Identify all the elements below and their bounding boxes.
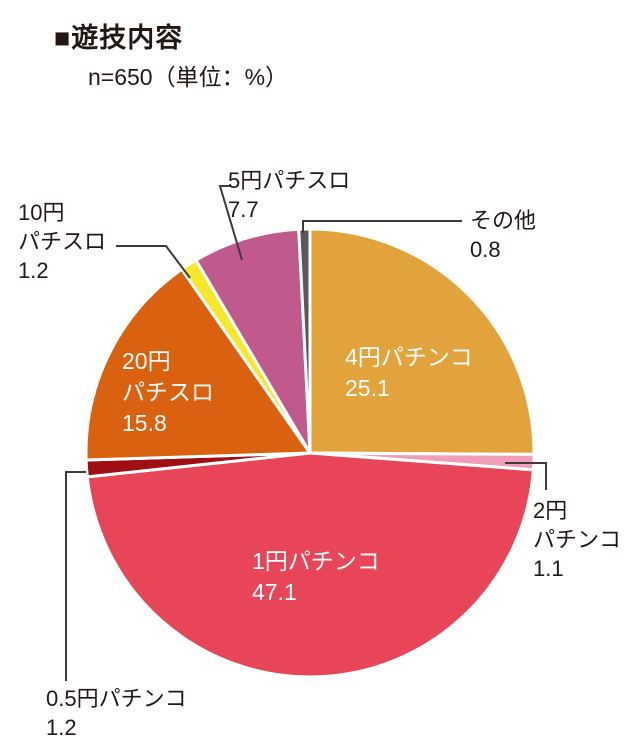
label-10yen-pachislo-name-line2: パチスロ	[18, 229, 107, 254]
label-20yen-pachislo-value: 15.8	[122, 410, 167, 436]
label-4yen-pachinko: 4円パチンコ 25.1	[345, 342, 473, 404]
leader-line-2yen-pachinko	[505, 462, 547, 490]
label-5yen-pachislo: 5円パチスロ 7.7	[228, 166, 350, 224]
figure-title: ■遊技内容	[54, 23, 184, 53]
label-5yen-pachislo-name: 5円パチスロ	[228, 168, 351, 193]
label-5yen-pachislo-value: 7.7	[228, 197, 259, 222]
label-2yen-pachinko-name-line2: パチンコ	[533, 527, 622, 552]
pie-slice-5	[84, 267, 312, 462]
label-1yen-pachinko-name: 1円パチンコ	[252, 548, 380, 574]
leader-line-sonota	[302, 220, 462, 233]
pie-slice-3	[85, 451, 535, 679]
label-sonota-value: 0.8	[470, 237, 501, 262]
pie-slice-1	[308, 227, 536, 456]
label-2yen-pachinko-name-line1: 2円	[533, 498, 568, 523]
label-sonota: その他 0.8	[470, 206, 536, 264]
leader-line-5yen-pachislo	[218, 185, 243, 261]
label-10yen-pachislo: 10円 パチスロ 1.2	[18, 198, 106, 285]
label-05yen-pachinko-name: 0.5円パチンコ	[46, 686, 187, 711]
label-10yen-pachislo-value: 1.2	[18, 258, 49, 283]
pie-slice-7	[194, 227, 312, 455]
sample-size-label: n=650（単位：%）	[88, 64, 289, 90]
label-sonota-name: その他	[470, 208, 537, 233]
leader-line-05yen-pachinko	[65, 471, 86, 681]
label-2yen-pachinko: 2円 パチンコ 1.1	[533, 496, 621, 583]
label-10yen-pachislo-name-line1: 10円	[18, 200, 65, 225]
label-05yen-pachinko: 0.5円パチンコ 1.2	[46, 684, 187, 742]
label-1yen-pachinko-value: 47.1	[252, 579, 297, 605]
label-20yen-pachislo: 20円 パチスロ 15.8	[122, 346, 214, 439]
pie-slice-8	[297, 227, 312, 455]
label-05yen-pachinko-value: 1.2	[46, 715, 77, 740]
pie-slices-group	[84, 227, 536, 679]
label-20yen-pachislo-name-line2: パチスロ	[122, 379, 214, 405]
leader-lines-group	[65, 185, 547, 681]
label-2yen-pachinko-value: 1.1	[533, 556, 564, 581]
label-1yen-pachinko: 1円パチンコ 47.1	[252, 546, 380, 608]
label-20yen-pachislo-name-line1: 20円	[122, 348, 171, 374]
leader-line-10yen-pachislo	[116, 245, 191, 279]
label-4yen-pachinko-name: 4円パチンコ	[345, 344, 473, 370]
label-4yen-pachinko-value: 25.1	[345, 375, 390, 401]
